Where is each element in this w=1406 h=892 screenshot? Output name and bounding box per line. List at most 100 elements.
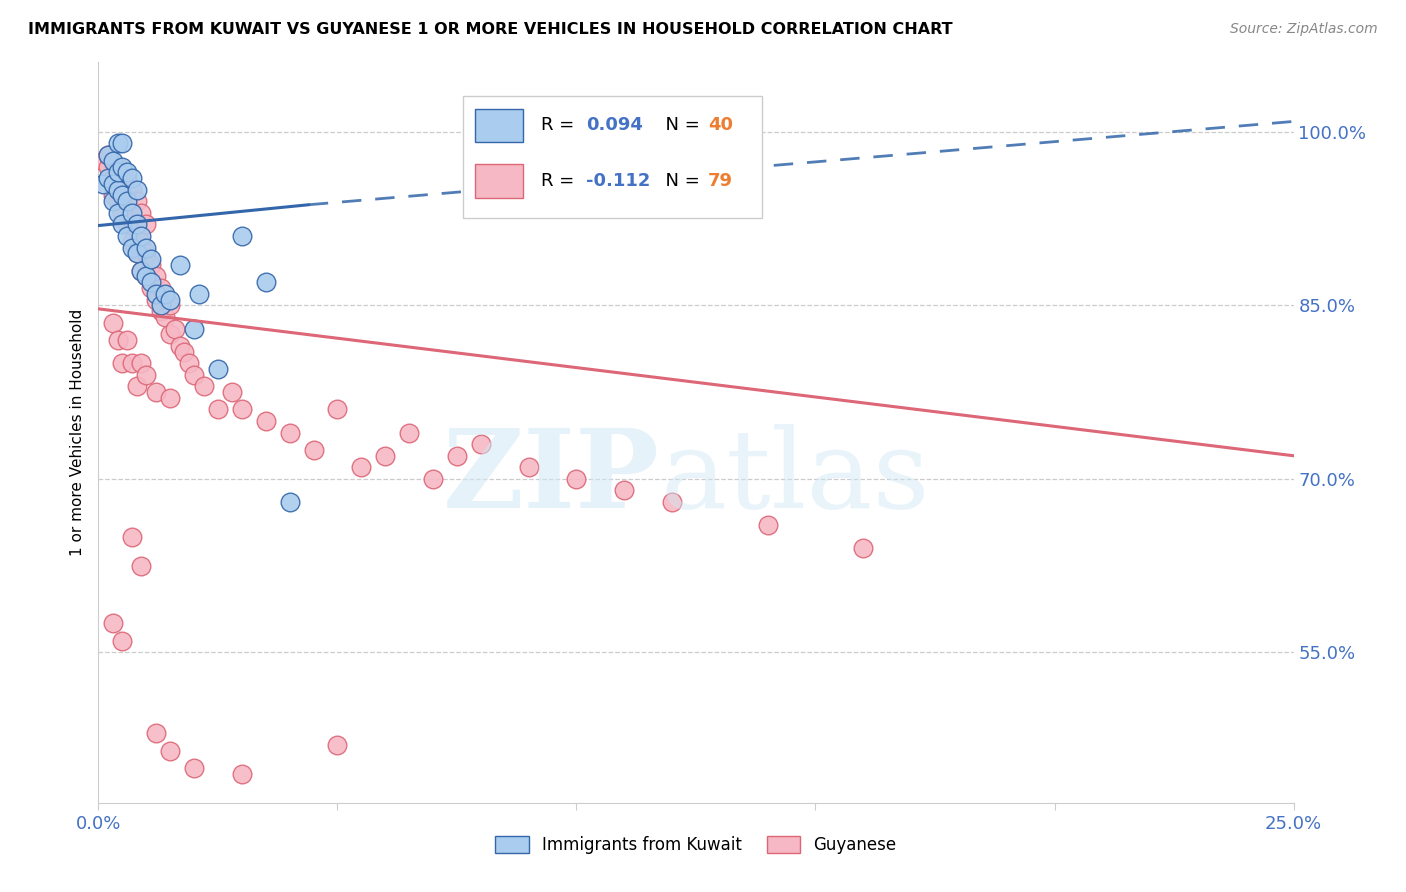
Point — [145, 269, 167, 284]
Text: N =: N = — [654, 116, 706, 135]
Point — [101, 171, 124, 186]
Point — [111, 188, 134, 202]
Point — [422, 472, 444, 486]
Point — [97, 171, 120, 186]
Point — [661, 495, 683, 509]
Text: N =: N = — [654, 172, 706, 190]
Point — [115, 194, 138, 209]
Point — [135, 240, 157, 254]
Point — [101, 188, 124, 202]
Point — [131, 235, 153, 249]
Point — [139, 281, 162, 295]
Point — [254, 414, 277, 428]
Legend: Immigrants from Kuwait, Guyanese: Immigrants from Kuwait, Guyanese — [489, 830, 903, 861]
Point — [111, 171, 134, 186]
Point — [121, 356, 143, 370]
Point — [145, 385, 167, 400]
Point — [159, 744, 181, 758]
Point — [91, 153, 114, 168]
Point — [231, 767, 253, 781]
Point — [135, 368, 157, 382]
Point — [131, 356, 153, 370]
Text: R =: R = — [541, 172, 579, 190]
Point — [111, 160, 134, 174]
Point — [115, 333, 138, 347]
Point — [131, 229, 153, 244]
Point — [187, 286, 209, 301]
Point — [163, 321, 186, 335]
Point — [125, 194, 148, 209]
Text: 40: 40 — [709, 116, 733, 135]
Point — [107, 183, 129, 197]
Point — [111, 356, 134, 370]
Point — [145, 726, 167, 740]
Point — [155, 286, 177, 301]
Point — [111, 206, 134, 220]
Point — [121, 171, 143, 186]
Point — [125, 218, 148, 232]
Point — [107, 183, 129, 197]
Point — [131, 558, 153, 573]
Point — [115, 171, 138, 186]
Text: Source: ZipAtlas.com: Source: ZipAtlas.com — [1230, 22, 1378, 37]
Point — [97, 160, 120, 174]
Point — [135, 269, 157, 284]
Point — [125, 183, 148, 197]
Point — [207, 362, 229, 376]
Point — [115, 229, 138, 244]
Point — [125, 246, 148, 260]
FancyBboxPatch shape — [463, 95, 762, 218]
Point — [149, 281, 172, 295]
Point — [756, 518, 779, 533]
Point — [101, 177, 124, 191]
FancyBboxPatch shape — [475, 164, 523, 197]
Point — [97, 148, 120, 162]
Point — [231, 229, 253, 244]
Point — [350, 460, 373, 475]
Point — [125, 223, 148, 237]
Point — [101, 153, 124, 168]
Point — [183, 321, 205, 335]
Point — [101, 316, 124, 330]
Point — [131, 263, 153, 277]
Point — [107, 165, 129, 179]
Point — [107, 333, 129, 347]
Point — [183, 368, 205, 382]
Point — [115, 165, 138, 179]
Point — [107, 160, 129, 174]
Point — [565, 472, 588, 486]
Text: IMMIGRANTS FROM KUWAIT VS GUYANESE 1 OR MORE VEHICLES IN HOUSEHOLD CORRELATION C: IMMIGRANTS FROM KUWAIT VS GUYANESE 1 OR … — [28, 22, 953, 37]
Point — [470, 437, 492, 451]
Text: R =: R = — [541, 116, 579, 135]
Point — [326, 402, 349, 417]
Point — [135, 269, 157, 284]
FancyBboxPatch shape — [475, 109, 523, 142]
Point — [193, 379, 215, 393]
Point — [121, 183, 143, 197]
Point — [159, 298, 181, 312]
Point — [613, 483, 636, 498]
Point — [101, 194, 124, 209]
Point — [179, 356, 201, 370]
Y-axis label: 1 or more Vehicles in Household: 1 or more Vehicles in Household — [70, 309, 86, 557]
Point — [183, 761, 205, 775]
Point — [107, 206, 129, 220]
Point — [121, 235, 143, 249]
Text: ZIP: ZIP — [443, 424, 661, 531]
Point — [398, 425, 420, 440]
Point — [121, 530, 143, 544]
Point — [131, 263, 153, 277]
Text: 0.094: 0.094 — [586, 116, 643, 135]
Text: -0.112: -0.112 — [586, 172, 651, 190]
Point — [111, 188, 134, 202]
Point — [278, 495, 301, 509]
Point — [517, 460, 540, 475]
Point — [139, 258, 162, 272]
Text: 79: 79 — [709, 172, 733, 190]
Point — [207, 402, 229, 417]
Point — [221, 385, 243, 400]
Point — [159, 391, 181, 405]
Point — [115, 218, 138, 232]
Point — [374, 449, 396, 463]
Point — [135, 218, 157, 232]
